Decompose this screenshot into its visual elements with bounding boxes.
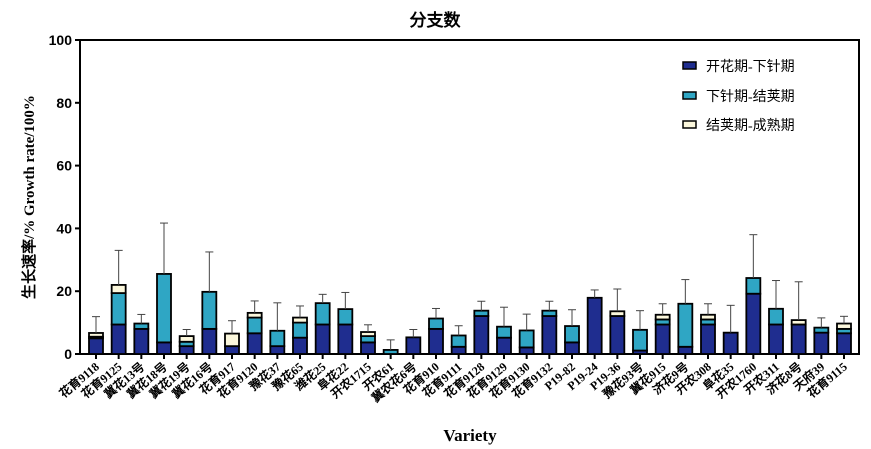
bar-segment-1 [450, 345, 467, 355]
bar-segment-3 [700, 313, 716, 321]
bar-segment-2 [745, 277, 762, 295]
legend-swatch-1 [682, 61, 697, 70]
bar-segment-1 [700, 323, 716, 355]
bar-segment-1 [246, 332, 263, 355]
bar-segment-2 [201, 290, 218, 330]
bar-segment-3 [110, 284, 127, 294]
bar-segment-2 [496, 325, 512, 339]
bar-segment-3 [292, 316, 308, 324]
bar-segment-1 [768, 323, 784, 355]
bar-segment-2 [110, 292, 127, 326]
bar-segment-1 [314, 323, 331, 355]
chart-title: 分支数 [410, 10, 462, 30]
bar-segment-1 [88, 337, 104, 355]
bar-segment-2 [541, 309, 558, 317]
legend-swatch-2 [682, 91, 697, 100]
bar-segment-2 [382, 349, 399, 355]
bar-segment-3 [246, 311, 263, 319]
y-tick-label: 20 [56, 283, 72, 299]
bar-segment-1 [745, 292, 762, 355]
bar-segment-1 [677, 345, 694, 355]
bar-segment-2 [156, 273, 172, 344]
bar-segment-2 [314, 302, 331, 326]
bar-segment-2 [292, 321, 308, 339]
bar-segment-3 [88, 332, 104, 338]
bar-segment-3 [654, 313, 671, 321]
bar-segment-3 [178, 335, 195, 343]
bar-segment-3 [609, 310, 626, 317]
bar-segment-1 [360, 341, 376, 355]
bar-segment-2 [677, 302, 694, 348]
bar-segment-2 [450, 334, 467, 348]
y-tick-label: 100 [49, 32, 73, 48]
bar-segment-1 [269, 345, 286, 355]
bar-segment-1 [201, 327, 218, 355]
y-tick-label: 80 [56, 95, 72, 111]
bar-segment-2 [337, 308, 354, 326]
bar-segment-1 [133, 327, 150, 355]
bar-segment-2 [428, 317, 444, 330]
bar-segment-1 [405, 336, 422, 355]
bar-segment-2 [473, 309, 490, 317]
bar-segment-1 [790, 323, 807, 355]
bar-segment-2 [518, 329, 535, 349]
bar-segment-1 [473, 315, 490, 355]
bar-segment-1 [722, 331, 739, 355]
bar-segment-1 [110, 323, 127, 355]
bar-segment-2 [813, 326, 830, 334]
bar-segment-1 [609, 315, 626, 355]
bar-segment-1 [564, 341, 580, 355]
y-tick-label: 40 [56, 220, 72, 236]
y-axis-label: 生长速率/% Growth rate/100% [20, 95, 38, 299]
bar-segment-3 [360, 331, 376, 338]
bar-segment-2 [269, 329, 286, 348]
bar-segment-1 [156, 341, 172, 355]
bar-segment-1 [836, 332, 852, 355]
bar-segment-2 [133, 322, 150, 330]
bar-segment-1 [813, 331, 830, 355]
y-tick-label: 60 [56, 158, 72, 174]
bar-segment-2 [632, 328, 648, 352]
legend-label-2: 下针期-结荚期 [706, 88, 795, 105]
bar-segment-3 [224, 332, 240, 348]
plot-frame [79, 39, 860, 355]
bar-segment-2 [246, 316, 263, 335]
bar-segment-1 [496, 336, 512, 355]
bar-segment-2 [564, 325, 580, 344]
legend-swatch-3 [682, 120, 697, 129]
bar-segment-2 [360, 335, 376, 344]
bar-segment-3 [836, 322, 852, 330]
bar-segment-1 [428, 327, 444, 355]
bar-segment-2 [768, 307, 784, 326]
legend-label-3: 结荚期-成熟期 [706, 117, 795, 134]
bar-segment-1 [518, 346, 535, 355]
bar-segment-1 [224, 345, 240, 355]
y-tick-label: 0 [64, 346, 72, 362]
bar-segment-1 [541, 315, 558, 355]
legend-label-1: 开花期-下针期 [706, 59, 795, 75]
bar-segment-1 [292, 336, 308, 355]
bar-segment-1 [586, 296, 603, 355]
x-axis-label: Variety [443, 426, 497, 445]
bar-segment-1 [654, 323, 671, 355]
bar-segment-3 [790, 319, 807, 326]
bar-segment-1 [178, 345, 195, 355]
bar-segment-1 [337, 323, 354, 355]
